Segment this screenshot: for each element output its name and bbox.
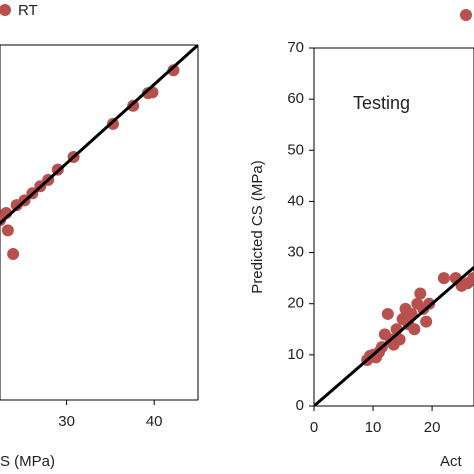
x-tick-label: 0 [310,419,318,436]
point [127,99,140,112]
point [420,315,433,328]
y-tick-label: 30 [287,244,304,261]
point [467,272,474,285]
y-tick-label: 70 [287,39,304,56]
point [405,307,418,320]
x-tick-label: 20 [424,419,441,436]
y-tick-label: 10 [287,346,304,363]
point [1,224,14,237]
point [393,333,406,346]
x-tick-label: 30 [58,413,75,430]
point [107,117,120,130]
plot-area [314,265,474,406]
point [414,287,427,300]
y-tick-label: 60 [287,90,304,107]
x-axis-label: Act [440,453,463,470]
y-axis-label: Predicted CS (MPa) [249,160,266,293]
point [7,248,20,261]
point [408,323,421,336]
x-axis-label: S (MPa) [0,453,55,470]
point [381,307,394,320]
legend-label: RT [18,2,38,19]
reference-line [0,45,198,226]
point [437,272,450,285]
y-tick-label: 50 [287,141,304,158]
annotation: Testing [353,93,410,113]
y-tick-label: 40 [287,192,304,209]
x-tick-label: 10 [365,419,382,436]
y-tick-label: 20 [287,295,304,312]
legend-swatch [460,9,472,21]
point [10,199,23,212]
plot-area [0,45,198,261]
legend-swatch [0,4,11,16]
point [142,87,155,100]
reference-line [314,265,474,406]
point [167,64,180,77]
y-tick-label: 0 [296,397,304,414]
point [423,297,436,310]
x-tick-label: 40 [146,413,163,430]
